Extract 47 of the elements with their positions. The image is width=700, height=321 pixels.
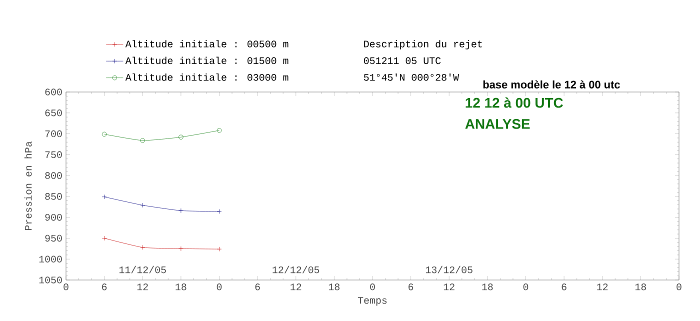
x-tick-label: 6: [562, 284, 566, 290]
legend-label: Altitude initiale : 00500 m: [125, 40, 288, 48]
x-tick-label: 18: [482, 284, 493, 290]
y-tick-label: 750: [45, 151, 62, 158]
point: [178, 134, 184, 140]
x-tick-label: 18: [328, 284, 340, 290]
text: base modèle le 12 à 00 utc: [483, 80, 620, 88]
annotation: ANALYSE: [465, 119, 530, 129]
y-tick-label: 700: [45, 130, 62, 138]
x-tick-label: 0: [523, 284, 528, 290]
x-tick-label: 0: [64, 284, 68, 290]
x-tick-label: 6: [408, 284, 414, 290]
y-tick-label: 650: [45, 110, 62, 116]
x-axis-title: Temps: [358, 297, 387, 306]
text: Description du rejet: [364, 40, 482, 50]
y-tick-label: 1050: [39, 276, 62, 284]
annotation: 11/12/05: [119, 266, 166, 274]
point: [140, 202, 146, 208]
x-tick-label: 18: [635, 284, 646, 290]
annotation: 13/12/05: [426, 266, 472, 274]
y-tick-label: 850: [45, 193, 62, 200]
x-tick-label: 12: [290, 284, 302, 290]
point: [178, 208, 184, 214]
annotation: 12/12/05: [272, 266, 320, 274]
point: [140, 138, 146, 143]
x-tick-label: 6: [255, 284, 260, 290]
x-tick-label: 12: [597, 284, 608, 290]
text: 051211 05 UTC: [364, 57, 441, 64]
y-tick-label: 950: [45, 234, 62, 242]
text: 51°45'N 000°28'W: [364, 73, 460, 81]
legend-label: Altitude initiale : 03000 m: [125, 73, 288, 81]
y-axis-title: Pression en hPa: [24, 142, 32, 230]
x-tick-label: 0: [370, 284, 375, 290]
annotation: 12 12 à 00 UTC: [466, 97, 563, 108]
y-tick-label: 900: [45, 214, 62, 221]
y-tick-label: 600: [45, 88, 62, 96]
point: [140, 245, 146, 250]
y-tick-label: 800: [45, 172, 62, 179]
y-tick-label: 1000: [39, 256, 62, 262]
x-tick-label: 6: [102, 284, 107, 290]
legend-label: Altitude initiale : 01500 m: [125, 56, 288, 64]
x-tick-label: 12: [444, 284, 454, 290]
x-tick-label: 0: [676, 284, 682, 290]
x-tick-label: 0: [216, 284, 222, 290]
x-tick-label: 18: [176, 284, 186, 290]
x-tick-label: 12: [137, 284, 148, 290]
point: [178, 246, 184, 252]
